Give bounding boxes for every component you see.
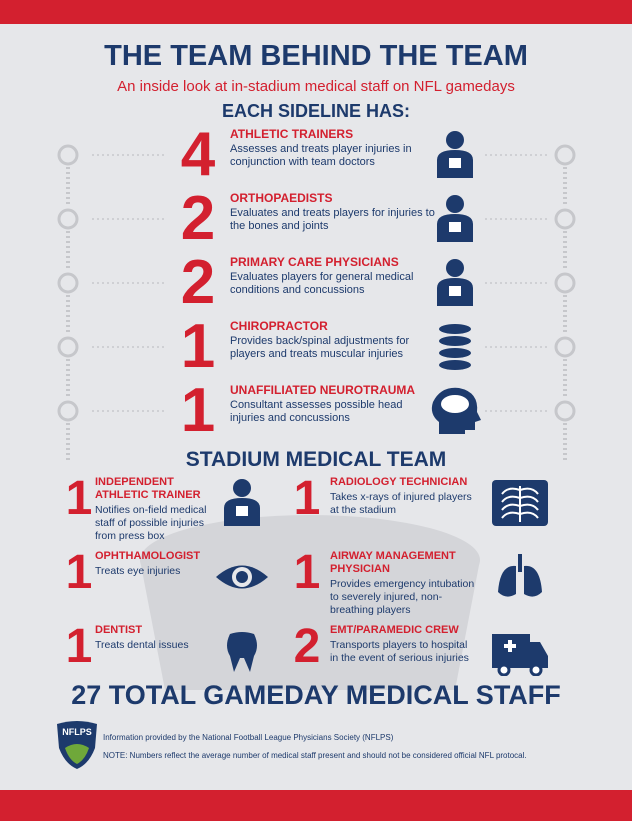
item-description: Evaluates players for general medical co…: [230, 271, 414, 296]
item: ORTHOPAEDISTS Evaluates and treats player…: [230, 192, 435, 233]
logo-text: NFLPS: [62, 727, 92, 737]
icon: [492, 634, 548, 676]
item: OPHTHAMOLOGIST Treats eye injuries: [95, 550, 220, 578]
item-title: ATHLETIC TRAINERS: [230, 127, 354, 141]
item: RADIOLOGY TECHNICIAN Takes x-rays of inju…: [330, 476, 478, 517]
note: NOTE: Numbers reflect the average number…: [103, 751, 527, 760]
item-description: Notifies on-field medical staff of possi…: [95, 504, 207, 542]
item-description: Evaluates and treats players for injurie…: [230, 207, 435, 232]
total-count: 27: [71, 680, 102, 710]
item-title: INDEPENDENT ATHLETIC TRAINER: [95, 476, 201, 501]
item: INDEPENDENT ATHLETIC TRAINER Notifies on-…: [95, 476, 220, 543]
count: 1: [65, 472, 93, 525]
item-title: UNAFFILIATED NEUROTRAUMA: [230, 383, 416, 397]
icon: [224, 479, 260, 526]
icon: [437, 259, 473, 306]
count: 2: [180, 184, 216, 253]
item-description: Takes x-rays of injured players at the s…: [330, 491, 472, 516]
top-bar: [0, 0, 632, 24]
item-title: PRIMARY CARE PHYSICIANS: [230, 255, 399, 269]
title: THE TEAM BEHIND THE TEAM: [104, 40, 528, 72]
icon: [216, 565, 268, 589]
item-title: EMT/PARAMEDIC CREW: [330, 624, 459, 636]
source: Information provided by the National Foo…: [103, 733, 394, 742]
section-heading: EACH SIDELINE HAS:: [221, 101, 410, 121]
item-description: Transports players to hospital in the ev…: [330, 639, 469, 664]
count: 2: [180, 248, 216, 317]
count: 4: [180, 120, 216, 189]
section-heading: STADIUM MEDICAL TEAM: [185, 448, 447, 471]
item: AIRWAY MANAGEMENT PHYSICIAN Provides emer…: [330, 550, 478, 617]
item: PRIMARY CARE PHYSICIANS Evaluates players…: [230, 256, 435, 297]
item: ATHLETIC TRAINERS Assesses and treats pla…: [230, 128, 435, 169]
item: CHIROPRACTOR Provides back/spinal adjustm…: [230, 320, 435, 361]
item: EMT/PARAMEDIC CREW Transports players to …: [330, 624, 478, 665]
item-title: DENTIST: [95, 624, 143, 636]
subtitle: An inside look at in-stadium medical sta…: [117, 78, 515, 95]
total: 27 TOTAL GAMEDAY MEDICAL STAFF: [0, 680, 632, 711]
item-description: Provides emergency intubation to severel…: [330, 578, 475, 616]
count: 2: [293, 620, 321, 673]
count: 1: [65, 620, 93, 673]
item-title: AIRWAY MANAGEMENT PHYSICIAN: [330, 550, 456, 575]
total-label: TOTAL GAMEDAY MEDICAL STAFF: [108, 680, 561, 710]
icon: [439, 324, 471, 370]
icon: [437, 195, 473, 242]
count: 1: [293, 472, 321, 525]
stadium-silhouette: [140, 515, 480, 690]
item-title: ORTHOPAEDISTS: [230, 191, 333, 205]
item-title: OPHTHAMOLOGIST: [95, 550, 201, 562]
item: UNAFFILIATED NEUROTRAUMA Consultant asses…: [230, 384, 435, 425]
item-description: Provides back/spinal adjustments for pla…: [230, 335, 410, 360]
item-description: Treats eye injuries: [95, 565, 181, 577]
count: 1: [293, 546, 321, 599]
count: 1: [65, 546, 93, 599]
item: DENTIST Treats dental issues: [95, 624, 220, 652]
item-title: RADIOLOGY TECHNICIAN: [330, 476, 468, 488]
item-description: Consultant assesses possible head injuri…: [230, 399, 403, 424]
logo-shield: [57, 721, 97, 769]
icon: [492, 480, 548, 526]
count: 1: [180, 376, 216, 445]
icon: [498, 554, 542, 597]
item-title: CHIROPRACTOR: [230, 319, 328, 333]
item-description: Assesses and treats player injuries in c…: [230, 143, 412, 168]
icon: [431, 387, 481, 434]
icon: [437, 131, 473, 178]
item-description: Treats dental issues: [95, 639, 189, 651]
bottom-bar: [0, 790, 632, 821]
icon: [227, 632, 257, 672]
count: 1: [180, 312, 216, 381]
